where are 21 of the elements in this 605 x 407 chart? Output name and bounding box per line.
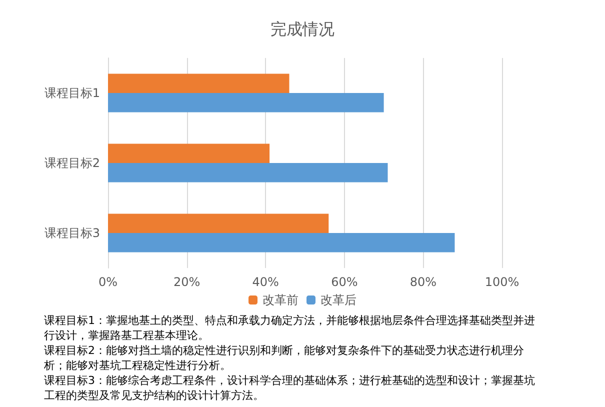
bar: [108, 144, 270, 163]
bar: [108, 233, 455, 252]
legend-label: 改革前: [262, 293, 298, 307]
x-tick-label: 40%: [252, 275, 279, 289]
y-tick-label: 课程目标3: [44, 226, 100, 240]
legend-label: 改革后: [320, 293, 356, 307]
text: 课程目标1：掌握地基土的类型、特点和承载力确定方法，并能够根据地层条件合理选择基础类型并进行设计，掌握路基工程基本理论。: [44, 313, 536, 343]
x-tick-label: 80%: [410, 275, 437, 289]
x-tick-label: 20%: [173, 275, 200, 289]
y-tick-label: 课程目标2: [44, 156, 100, 170]
text: 课程目标3：能够综合考虑工程条件，设计科学合理的基础体系；进行桩基础的选型和设计；掌握基坑工程的类型及常见支护结构的设计计算方法。: [44, 373, 536, 403]
text: 课程目标2：能够对挡土墙的稳定性进行识别和判断，能够对复杂条件下的基础受力状态进行机理分析；能够对基坑工程稳定性进行分析。: [44, 343, 525, 373]
bar: [108, 74, 290, 93]
bar: [108, 214, 329, 233]
bar: [108, 93, 384, 112]
chart-title: 完成情况: [270, 20, 334, 38]
x-tick-label: 60%: [331, 275, 358, 289]
x-tick-label: 0%: [98, 275, 118, 289]
bar: [108, 163, 388, 182]
y-tick-label: 课程目标1: [44, 86, 100, 100]
x-tick-label: 100%: [484, 275, 520, 289]
